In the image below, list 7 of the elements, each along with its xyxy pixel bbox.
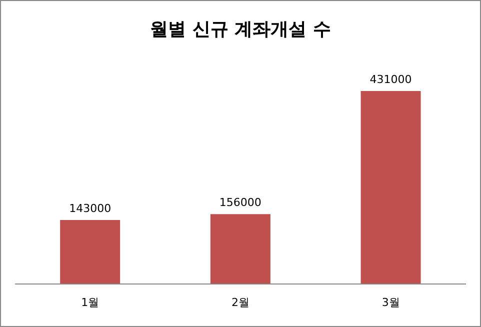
x-tick-label: 1월 — [81, 296, 100, 309]
data-label: 156000 — [219, 196, 262, 210]
data-label: 431000 — [370, 73, 412, 86]
x-tick-label: 3월 — [382, 296, 400, 309]
x-tick-label: 2월 — [232, 296, 250, 309]
chart-title: 월별 신규 계좌개설 수 — [149, 18, 332, 41]
data-label: 143000 — [69, 202, 112, 215]
